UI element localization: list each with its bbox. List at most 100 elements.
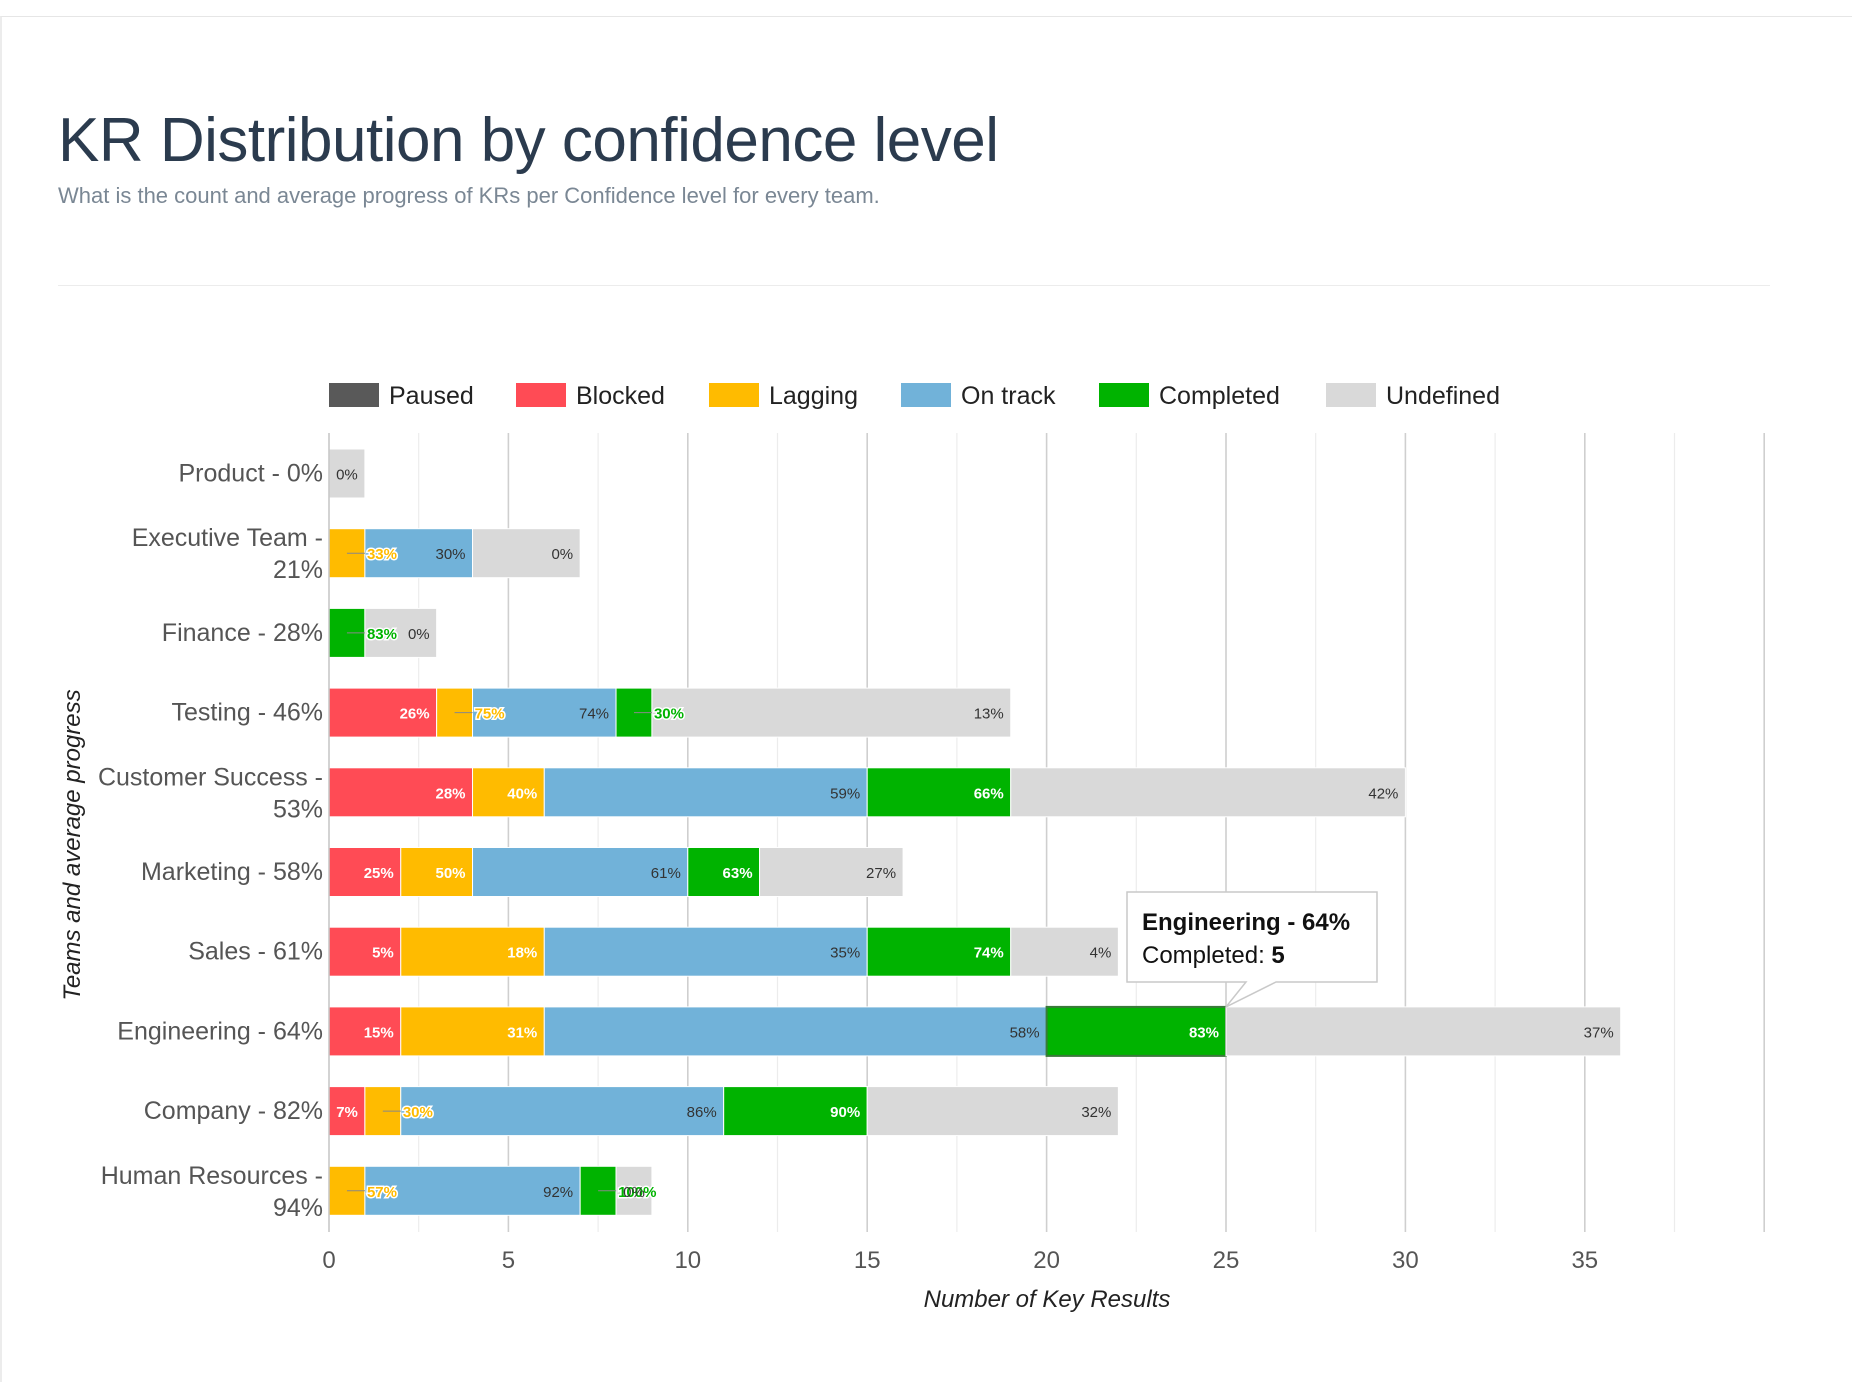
y-category-label: 53%: [273, 795, 323, 823]
bar-segment-blocked: [328, 847, 402, 897]
bar-segment-undefined: [651, 687, 1012, 738]
x-tick-label: 10: [674, 1247, 701, 1274]
x-axis-title: Number of Key Results: [924, 1286, 1171, 1313]
bar-segment-on-track: [472, 847, 689, 897]
legend-label: Undefined: [1386, 382, 1500, 410]
data-label: 61%: [651, 865, 681, 882]
tooltip: Engineering - 64% Completed: 5: [1126, 891, 1378, 1008]
legend-label: Lagging: [769, 382, 858, 410]
data-label: 37%: [1584, 1024, 1614, 1041]
legend-label: Paused: [389, 382, 474, 410]
y-category-label: Company - 82%: [144, 1097, 323, 1125]
data-label: 0%: [623, 1184, 645, 1201]
data-label: 0%: [408, 626, 430, 643]
data-label: 58%: [1010, 1024, 1040, 1041]
legend-swatch: [1099, 383, 1149, 407]
data-label: 7%: [336, 1104, 358, 1121]
legend: Paused Blocked Lagging On track Completed Und…: [329, 382, 1500, 410]
data-label: 30%: [435, 546, 465, 563]
y-category-label: Testing - 46%: [172, 699, 323, 727]
data-label: 35%: [830, 945, 860, 962]
y-category-label: 94%: [273, 1194, 323, 1222]
data-label: 15%: [364, 1024, 394, 1041]
y-category-label: Finance - 28%: [162, 619, 323, 647]
tooltip-series-label: Completed:: [1142, 942, 1271, 969]
legend-swatch: [516, 383, 566, 407]
bar-segment-on-track: [364, 1165, 581, 1216]
bar-segment-on-track: [543, 1006, 1048, 1057]
bar-segment-undefined: [1010, 767, 1406, 818]
bar-segment-undefined: [1010, 926, 1119, 977]
data-label: 90%: [830, 1104, 860, 1121]
data-label: 50%: [435, 865, 465, 882]
data-label: 83%: [367, 626, 397, 643]
page-title: KR Distribution by confidence level: [58, 106, 999, 175]
bar-segment-completed: [866, 767, 1012, 818]
x-tick-label: 30: [1392, 1247, 1419, 1274]
y-category-label: Executive Team -: [132, 524, 323, 552]
data-labels: 0% 33% 30% 0% 83% 0% 26% 75% 74% 30% 13% 28% 40% 59% 6…: [336, 467, 1614, 1203]
legend-swatch: [1326, 383, 1376, 407]
data-label: 33%: [367, 546, 397, 563]
y-category-label: Engineering - 64%: [117, 1017, 323, 1045]
legend-label: Blocked: [576, 382, 665, 410]
data-label: 86%: [687, 1104, 717, 1121]
data-label: 40%: [507, 785, 537, 802]
bar-segment-undefined: [866, 1086, 1119, 1137]
tooltip-title: Engineering - 64%: [1142, 909, 1350, 936]
y-category-label: Sales - 61%: [188, 938, 323, 966]
y-axis-title: Teams and average progress: [59, 689, 86, 1000]
data-label: 75%: [475, 706, 505, 723]
data-label: 57%: [367, 1184, 397, 1201]
bar-segment-completed: [687, 847, 761, 897]
data-label: 42%: [1368, 785, 1398, 802]
bar-segment-lagging: [400, 847, 474, 897]
data-label: 0%: [336, 467, 358, 484]
bar-segment-completed: [723, 1086, 868, 1137]
data-label: 32%: [1081, 1104, 1111, 1121]
data-label: 31%: [507, 1024, 537, 1041]
bar-segment-lagging: [472, 767, 545, 818]
data-label: 92%: [543, 1184, 573, 1201]
y-category-label: Marketing - 58%: [141, 858, 323, 886]
x-tick-label: 25: [1213, 1247, 1240, 1274]
data-label: 27%: [866, 865, 896, 882]
bar-segment-on-track: [543, 767, 868, 818]
bar-segment-blocked: [328, 687, 438, 738]
tooltip-box: [1126, 891, 1378, 1008]
data-label: 25%: [364, 865, 394, 882]
bar-segment-blocked: [328, 926, 402, 977]
bar-segment-on-track: [543, 926, 868, 977]
legend-swatch: [709, 383, 759, 407]
bar-segment-completed: [866, 926, 1012, 977]
y-category-label: Customer Success -: [98, 763, 323, 791]
data-label: 100%: [618, 1184, 656, 1201]
data-label: 0%: [551, 546, 573, 563]
bar-segment-blocked: [328, 1006, 402, 1057]
bar-series: [328, 448, 1622, 1216]
legend-swatch: [329, 383, 379, 407]
bar-segment-completed: [1045, 1005, 1227, 1057]
y-category-label: Human Resources -: [101, 1162, 323, 1190]
data-label: 66%: [974, 785, 1004, 802]
y-category-label: 21%: [273, 556, 323, 584]
x-tick-label: 20: [1033, 1247, 1060, 1274]
data-label: 30%: [403, 1104, 433, 1121]
tooltip-value: 5: [1271, 942, 1284, 969]
legend-label: On track: [961, 382, 1056, 410]
legend-label: Completed: [1159, 382, 1280, 410]
axes: 0 5 10 15 20 25 30 35 Product - 0% Executive Team…: [98, 433, 1598, 1274]
x-tick-label: 5: [502, 1247, 515, 1274]
data-label: 74%: [974, 945, 1004, 962]
bar-segment-undefined: [759, 847, 904, 897]
data-label: 18%: [507, 945, 537, 962]
bar-segment-undefined: [615, 1165, 653, 1216]
y-category-label: Product - 0%: [178, 460, 323, 488]
data-label: 63%: [723, 865, 753, 882]
data-label: 83%: [1189, 1024, 1219, 1041]
x-tick-label: 15: [854, 1247, 881, 1274]
data-label: 59%: [830, 785, 860, 802]
bar-segment-undefined: [472, 528, 581, 579]
data-label: 5%: [372, 945, 394, 962]
